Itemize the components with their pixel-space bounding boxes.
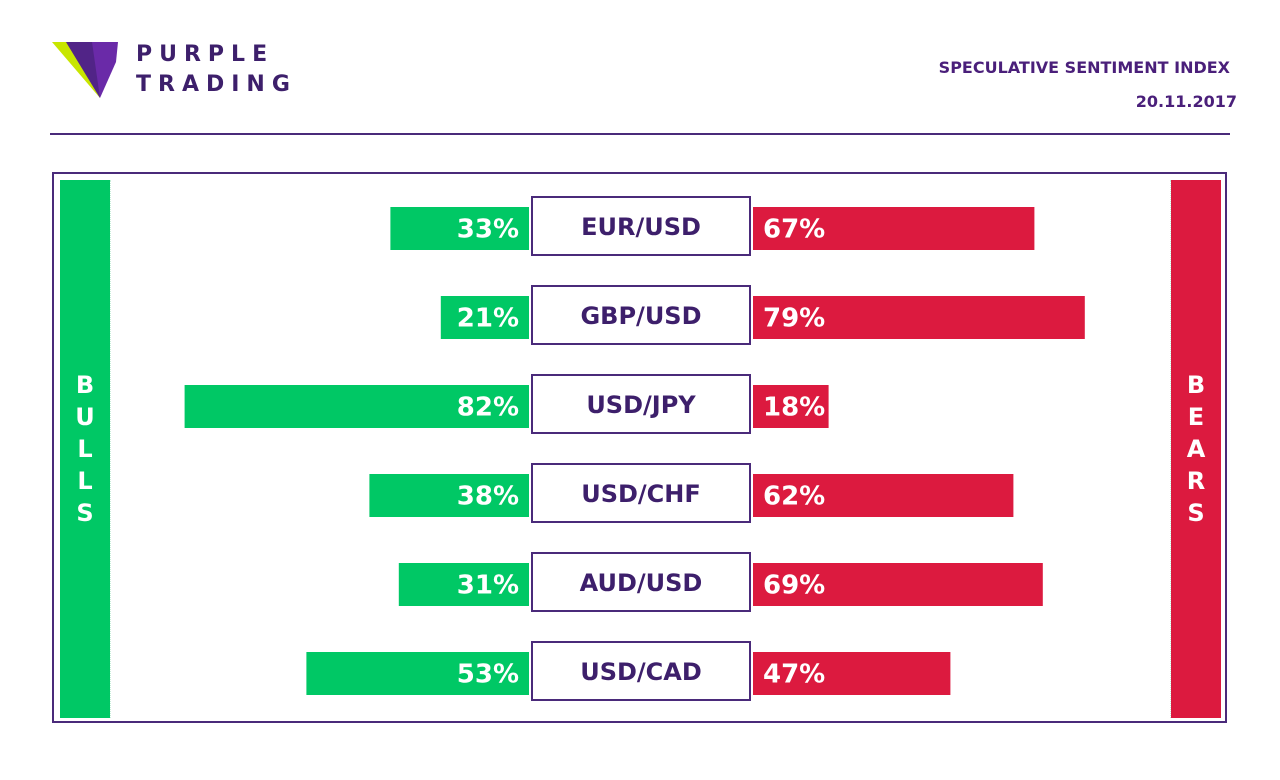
bulls-bar-eur-usd [390, 207, 529, 250]
bears-bar-eur-usd [753, 207, 1035, 250]
brand-line-2: TRADING [136, 72, 297, 97]
bulls-bar-gbp-usd [440, 296, 529, 339]
bears-value-aud-usd: 69% [763, 571, 825, 601]
bulls-value-usd-chf: 38% [457, 482, 519, 512]
bulls-bar-usd-chf [369, 474, 529, 517]
pair-label-gbp-usd: GBP/USD [580, 302, 701, 330]
bulls-label: BULLS [75, 371, 95, 527]
pair-label-usd-cad: USD/CAD [580, 658, 702, 686]
header-divider [50, 133, 1230, 135]
pair-box-eur-usd [531, 196, 751, 256]
bulls-bar-usd-jpy [184, 385, 529, 428]
bears-value-usd-cad: 47% [763, 660, 825, 690]
report-date: 20.11.2017 [1135, 92, 1237, 111]
bears-value-usd-jpy: 18% [763, 393, 825, 423]
bears-bar-usd-cad [753, 652, 951, 695]
pair-label-usd-chf: USD/CHF [581, 480, 701, 508]
pair-label-aud-usd: AUD/USD [580, 569, 703, 597]
pair-box-usd-chf [531, 463, 751, 523]
bears-bar-usd-chf [753, 474, 1014, 517]
chart-frame [52, 172, 1227, 723]
bulls-value-usd-jpy: 82% [457, 393, 519, 423]
bears-bar-usd-jpy [753, 385, 829, 428]
pair-label-usd-jpy: USD/JPY [586, 391, 696, 419]
bulls-value-eur-usd: 33% [457, 215, 519, 245]
bulls-bar-aud-usd [398, 563, 529, 606]
bulls-side-bar: BULLS [60, 180, 110, 718]
brand-line-1: PURPLE [136, 42, 275, 67]
bears-value-gbp-usd: 79% [763, 304, 825, 334]
bears-value-eur-usd: 67% [763, 215, 825, 245]
page-title: SPECULATIVE SENTIMENT INDEX [938, 58, 1230, 77]
pair-box-gbp-usd [531, 285, 751, 345]
bulls-value-aud-usd: 31% [457, 571, 519, 601]
brand-logo: PURPLE TRADING [52, 40, 312, 100]
bears-label: BEARS [1186, 371, 1206, 527]
bears-bar-aud-usd [753, 563, 1043, 606]
bears-bar-edge [1170, 180, 1171, 718]
bears-bar-gbp-usd [753, 296, 1085, 339]
brand-name: PURPLE TRADING [136, 40, 297, 100]
pair-box-usd-jpy [531, 374, 751, 434]
bulls-value-gbp-usd: 21% [457, 304, 519, 334]
bulls-value-usd-cad: 53% [457, 660, 519, 690]
pair-label-eur-usd: EUR/USD [581, 213, 701, 241]
pair-box-usd-cad [531, 641, 751, 701]
pair-box-aud-usd [531, 552, 751, 612]
bears-value-usd-chf: 62% [763, 482, 825, 512]
purple-trading-logo-icon [52, 42, 118, 98]
bulls-bar-usd-cad [306, 652, 529, 695]
bulls-bar-edge [110, 180, 111, 718]
bears-side-bar: BEARS [1171, 180, 1221, 718]
